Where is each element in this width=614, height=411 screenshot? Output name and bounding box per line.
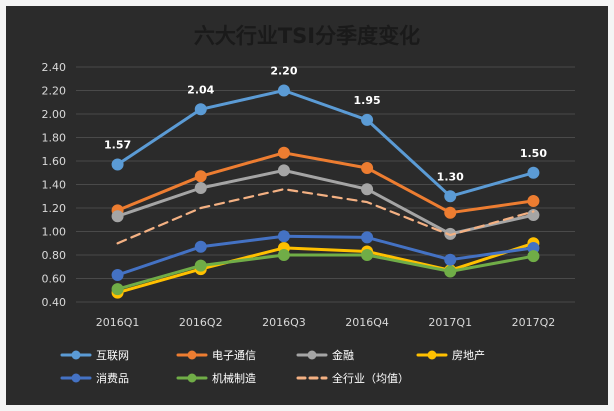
data-label: 2.04 — [187, 83, 214, 96]
data-point — [444, 265, 457, 278]
y-tick-label: 0.40 — [42, 296, 67, 309]
data-label: 1.57 — [104, 139, 131, 152]
series-layer — [111, 84, 540, 299]
legend-label: 消费品 — [96, 371, 129, 385]
data-point — [361, 249, 374, 261]
legend-swatch-marker — [187, 350, 197, 360]
data-point — [277, 164, 290, 177]
y-tick-label: 1.00 — [42, 226, 67, 239]
data-point — [277, 146, 290, 159]
data-labels: 1.57 2.04 2.20 1.95 1.30 1.50 — [104, 65, 547, 184]
y-axis-ticks: 0.40 0.60 0.80 1.00 1.20 1.40 1.60 1.80 2.00 2.20… — [42, 61, 67, 309]
data-point — [194, 259, 207, 272]
data-point — [194, 240, 207, 253]
data-point — [111, 158, 124, 171]
data-point — [444, 253, 457, 266]
data-point — [194, 182, 207, 195]
legend-item-0: 互联网 — [60, 349, 129, 362]
data-point — [111, 268, 124, 281]
data-point — [527, 166, 540, 179]
x-tick-label: 2016Q3 — [262, 316, 306, 329]
series-4 — [111, 230, 540, 281]
legend-item-2: 金融 — [296, 348, 354, 362]
legend-item-3: 房地产 — [416, 348, 485, 362]
x-tick-label: 2016Q2 — [179, 316, 223, 329]
legend-label: 互联网 — [96, 349, 129, 362]
data-point — [361, 231, 374, 244]
series-6 — [116, 188, 535, 245]
x-tick-label: 2016Q4 — [345, 316, 389, 329]
legend-label: 电子通信 — [212, 349, 256, 362]
x-axis-ticks: 2016Q1 2016Q2 2016Q3 2016Q4 2017Q1 2017Q2 — [96, 316, 555, 329]
y-tick-label: 2.00 — [42, 108, 67, 121]
data-label: 2.20 — [270, 65, 297, 78]
legend-label: 房地产 — [452, 348, 485, 362]
series-line — [116, 234, 535, 277]
data-point — [361, 113, 374, 126]
series-line — [116, 253, 535, 291]
series-line — [116, 89, 535, 198]
data-label: 1.30 — [437, 170, 464, 183]
series-1 — [111, 146, 540, 219]
data-point — [194, 103, 207, 116]
data-point — [527, 209, 540, 222]
data-label: 1.50 — [520, 147, 547, 160]
data-point — [527, 250, 540, 263]
legend-item-6: 全行业（均值） — [296, 371, 409, 385]
data-point — [444, 206, 457, 219]
series-0 — [111, 84, 540, 203]
y-tick-label: 1.60 — [42, 155, 67, 168]
legend-label: 金融 — [332, 348, 354, 362]
x-tick-label: 2017Q1 — [428, 316, 472, 329]
legend-swatch-marker — [427, 350, 437, 360]
data-point — [444, 190, 457, 203]
legend-swatch-marker — [187, 373, 197, 383]
legend-label: 机械制造 — [212, 371, 256, 385]
data-point — [277, 249, 290, 261]
y-tick-label: 2.20 — [42, 85, 67, 98]
data-label: 1.95 — [354, 94, 381, 107]
series-5 — [111, 249, 540, 296]
chart-panel — [6, 6, 608, 405]
data-point — [361, 183, 374, 196]
y-tick-label: 2.40 — [42, 61, 67, 74]
data-point — [194, 170, 207, 183]
data-point — [361, 162, 374, 175]
x-tick-label: 2017Q2 — [512, 316, 556, 329]
data-point — [527, 194, 540, 207]
y-tick-label: 1.80 — [42, 132, 67, 145]
legend-item-1: 电子通信 — [176, 349, 256, 362]
y-tick-label: 1.40 — [42, 179, 67, 192]
chart-title: 六大行业TSI分季度变化 — [194, 24, 420, 48]
series-line — [116, 188, 535, 245]
series-line — [116, 241, 535, 295]
data-point — [111, 210, 124, 223]
legend-swatch-marker — [71, 350, 81, 360]
legend-item-5: 机械制造 — [176, 371, 256, 385]
legend-label: 全行业（均值） — [332, 371, 409, 385]
y-tick-label: 0.80 — [42, 249, 67, 262]
x-tick-label: 2016Q1 — [96, 316, 140, 329]
data-point — [111, 283, 124, 296]
y-tick-label: 0.60 — [42, 273, 67, 286]
legend-swatch-marker — [307, 350, 317, 360]
data-point — [277, 84, 290, 97]
legend-swatch-marker — [71, 373, 81, 383]
y-tick-label: 1.20 — [42, 202, 67, 215]
series-line — [116, 151, 535, 215]
legend-item-4: 消费品 — [60, 371, 129, 385]
data-point — [277, 230, 290, 243]
